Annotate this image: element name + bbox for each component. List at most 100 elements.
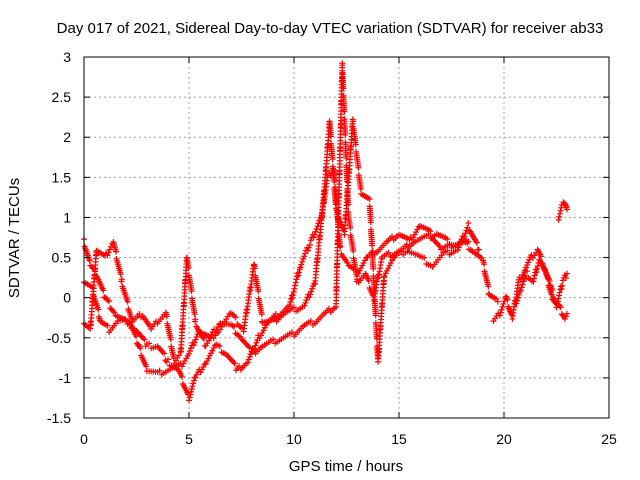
data-point	[386, 262, 393, 269]
data-point	[100, 287, 107, 294]
data-point	[473, 239, 480, 246]
data-point	[410, 234, 417, 241]
data-point	[372, 312, 379, 319]
data-point	[95, 306, 102, 313]
data-point	[301, 253, 308, 260]
data-point	[246, 344, 253, 351]
data-point	[295, 272, 302, 279]
data-point	[555, 295, 562, 302]
data-point	[367, 219, 374, 226]
data-point	[256, 335, 263, 342]
data-points	[81, 60, 570, 404]
data-point	[350, 118, 357, 125]
data-point	[302, 250, 309, 257]
x-tick-label: 15	[391, 431, 407, 447]
data-point	[548, 291, 555, 298]
data-point	[344, 178, 351, 185]
data-point	[513, 300, 520, 307]
data-point	[357, 265, 364, 272]
data-point	[253, 339, 260, 346]
data-point	[186, 397, 192, 404]
y-tick-label: 0.5	[52, 250, 72, 266]
data-point	[532, 269, 539, 276]
data-point	[198, 366, 205, 373]
data-point	[246, 353, 253, 360]
data-point	[290, 288, 297, 295]
x-tick-label: 5	[185, 431, 193, 447]
data-point	[105, 249, 112, 256]
data-point	[353, 271, 360, 278]
data-point	[141, 336, 148, 343]
data-point	[297, 264, 304, 271]
data-point	[531, 272, 538, 279]
data-point	[526, 256, 533, 263]
data-point	[562, 275, 569, 282]
data-point	[193, 333, 200, 340]
data-point	[385, 249, 392, 256]
data-point	[356, 267, 363, 274]
data-point	[143, 363, 150, 370]
data-point	[306, 294, 313, 301]
data-point	[191, 339, 198, 346]
data-point	[167, 336, 174, 343]
data-point	[515, 294, 522, 301]
data-point	[559, 277, 566, 284]
data-point	[538, 253, 545, 260]
data-point	[562, 313, 569, 320]
data-point	[347, 224, 354, 231]
data-point	[111, 309, 118, 316]
data-point	[165, 356, 171, 363]
data-point	[190, 377, 197, 384]
data-point	[381, 273, 388, 279]
data-point	[359, 262, 366, 269]
data-point	[514, 297, 521, 304]
data-point	[310, 234, 317, 241]
data-point	[190, 380, 197, 387]
data-point	[557, 286, 564, 293]
data-point	[261, 324, 268, 331]
data-point	[251, 265, 258, 272]
y-tick-label: -1	[59, 370, 72, 386]
data-point	[291, 304, 297, 311]
data-point	[304, 247, 311, 254]
y-tick-label: 2.5	[52, 89, 72, 105]
data-point	[188, 386, 195, 393]
data-point	[475, 246, 482, 253]
data-point	[363, 254, 370, 261]
data-point	[104, 322, 111, 329]
data-point	[517, 287, 524, 294]
data-point	[294, 273, 301, 280]
data-point	[300, 256, 307, 263]
data-point	[389, 233, 395, 240]
series-track-1	[81, 166, 501, 404]
data-point	[232, 314, 239, 321]
data-point	[311, 231, 318, 238]
data-point	[302, 299, 309, 306]
data-point	[188, 288, 195, 295]
data-point	[525, 259, 532, 266]
data-point	[105, 298, 112, 305]
data-point	[533, 268, 540, 275]
data-point	[179, 373, 185, 380]
data-point	[244, 359, 251, 366]
data-point	[326, 305, 332, 312]
data-point	[308, 288, 315, 295]
data-point	[520, 278, 527, 285]
data-point	[499, 303, 506, 310]
x-axis-label: GPS time / hours	[289, 458, 403, 475]
data-point	[309, 285, 316, 292]
data-point	[286, 302, 293, 309]
data-point	[271, 314, 278, 321]
data-point	[298, 261, 305, 268]
data-point	[106, 246, 113, 253]
data-point	[288, 329, 295, 336]
data-point	[292, 279, 299, 286]
data-point	[504, 296, 511, 303]
data-point	[210, 345, 217, 352]
data-point	[327, 133, 334, 140]
data-point	[361, 257, 368, 264]
data-point	[193, 371, 200, 378]
data-point	[307, 317, 314, 324]
data-point	[187, 391, 194, 398]
